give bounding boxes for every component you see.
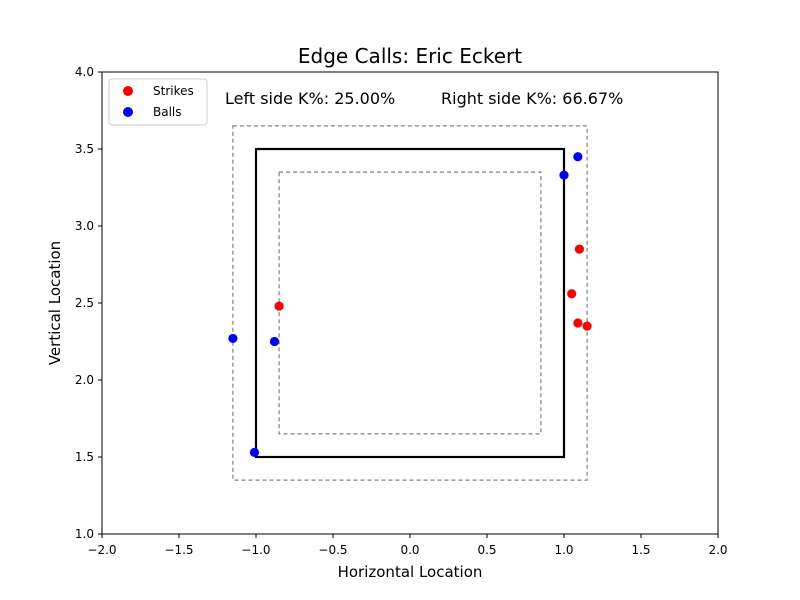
- legend-marker-strikes: [123, 86, 133, 96]
- plot-frame: [101, 71, 719, 535]
- y-tick-label: 2.5: [75, 296, 94, 310]
- y-tick-label: 4.0: [75, 65, 94, 79]
- y-tick-label: 3.0: [75, 219, 94, 233]
- x-tick-label: 0.5: [477, 543, 496, 557]
- y-axis-label: Vertical Location: [46, 241, 64, 365]
- x-tick-label: 1.5: [631, 543, 650, 557]
- y-tick-label: 1.5: [75, 450, 94, 464]
- y-tick-label: 1.0: [75, 527, 94, 541]
- outer-edge-zone: [232, 125, 588, 481]
- legend-label-balls: Balls: [153, 105, 182, 119]
- strikes-point: [573, 318, 583, 328]
- y-axis: 1.0 1.5 2.0 2.5 3.0 3.5 4.0: [75, 65, 102, 541]
- x-tick-label: 2.0: [708, 543, 727, 557]
- x-tick-label: −2.0: [87, 543, 116, 557]
- chart-title: Edge Calls: Eric Eckert: [298, 44, 522, 68]
- x-tick-label: 0.0: [400, 543, 419, 557]
- strikes-point: [567, 289, 577, 299]
- legend-marker-balls: [123, 107, 133, 117]
- x-tick-label: −1.0: [241, 543, 270, 557]
- legend-label-strikes: Strikes: [153, 84, 194, 98]
- balls-point: [249, 447, 260, 457]
- left-side-k-percent: Left side K%: 25.00%: [225, 89, 395, 108]
- right-side-k-percent: Right side K%: 66.67%: [441, 89, 623, 108]
- x-tick-label: −0.5: [318, 543, 347, 557]
- strikes-point: [582, 321, 592, 331]
- zone-layer: [232, 125, 588, 481]
- x-tick-label: −1.5: [164, 543, 193, 557]
- legend: Strikes Balls: [108, 78, 208, 126]
- strike-zone: [254, 147, 566, 459]
- strikes-point: [574, 244, 585, 254]
- points-layer: [228, 152, 592, 457]
- balls-point: [228, 333, 238, 344]
- inner-edge-zone: [278, 171, 542, 435]
- balls-point: [573, 152, 583, 162]
- x-tick-label: 1.0: [554, 543, 573, 557]
- x-axis-label: Horizontal Location: [338, 563, 483, 581]
- y-tick-label: 2.0: [75, 373, 94, 387]
- balls-point: [269, 336, 280, 347]
- legend-box: [108, 78, 208, 126]
- x-axis: −2.0 −1.5 −1.0 −0.5 0.0 0.5 1.0 1.5 2.0: [87, 534, 728, 557]
- y-tick-label: 3.5: [75, 142, 94, 156]
- strikes-point: [274, 301, 284, 311]
- balls-point: [559, 170, 569, 180]
